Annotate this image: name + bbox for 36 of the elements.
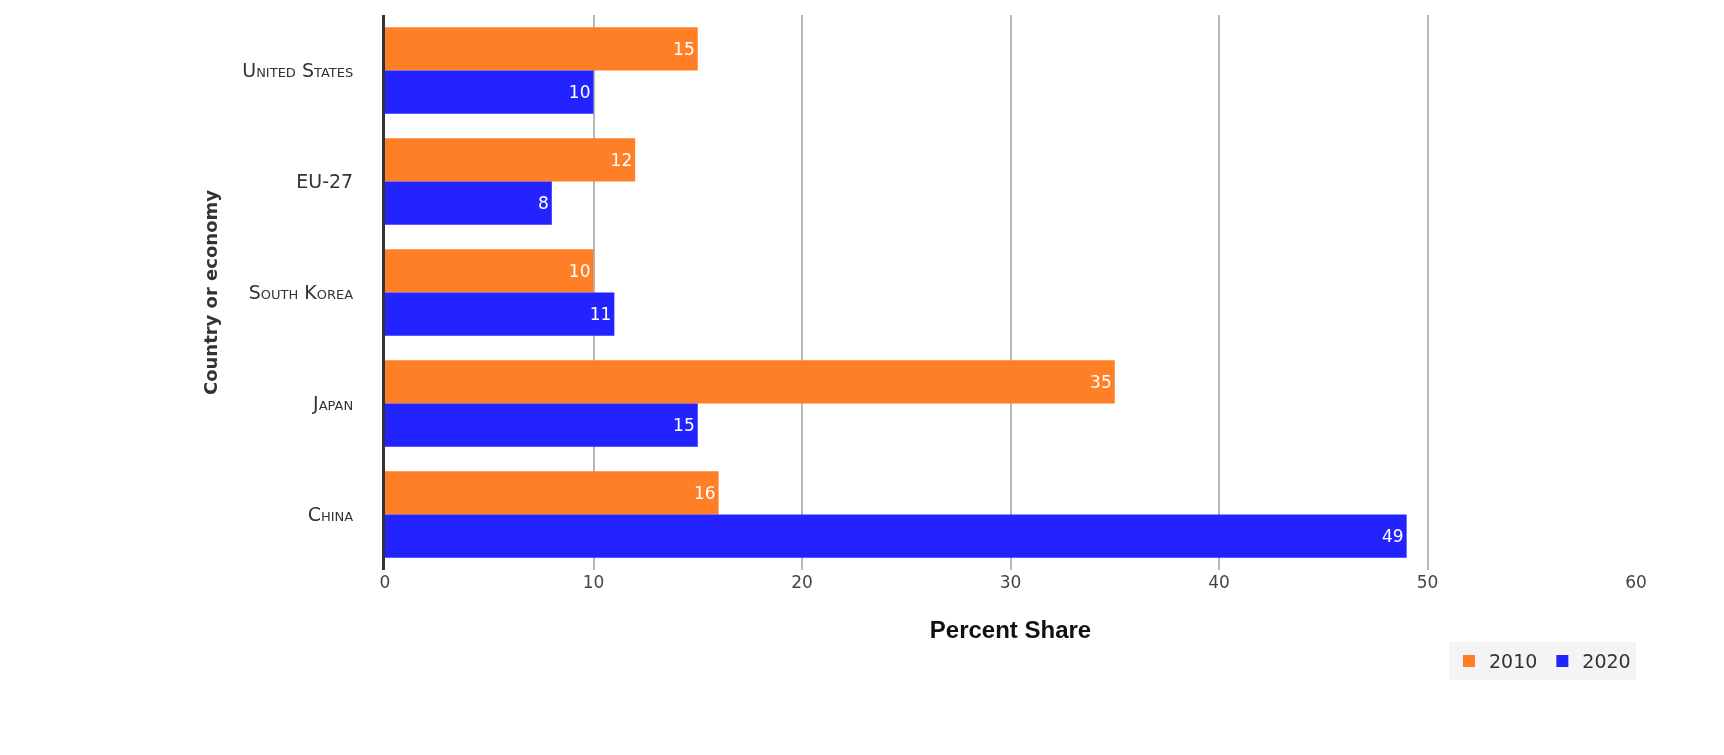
- data-label: 15: [673, 38, 695, 59]
- bar: [385, 471, 719, 515]
- x-tick-label: 40: [1208, 572, 1230, 592]
- legend-label: 2010: [1489, 650, 1538, 673]
- legend-label: 2020: [1582, 650, 1631, 673]
- bar: [385, 27, 698, 71]
- x-tick-label: 60: [1625, 572, 1647, 592]
- bar: [385, 360, 1115, 404]
- data-label: 11: [589, 304, 612, 325]
- x-tick-label: 0: [379, 572, 391, 592]
- data-label: 15: [673, 415, 695, 436]
- y-tick-label: South Korea: [248, 281, 354, 304]
- bar: [385, 514, 1407, 558]
- x-tick-label: 10: [582, 572, 605, 592]
- data-label: 10: [568, 82, 591, 103]
- bar: [385, 138, 636, 182]
- data-label: 49: [1382, 526, 1404, 547]
- bar: [385, 70, 594, 114]
- x-tick-label: 20: [791, 572, 813, 592]
- x-tick-label: 30: [999, 572, 1022, 592]
- data-label: 12: [610, 149, 633, 170]
- y-axis-title: Country or economy: [200, 189, 222, 396]
- data-label: 10: [568, 260, 591, 281]
- data-label: 35: [1090, 371, 1112, 392]
- bar: [385, 292, 615, 336]
- y-tick-label: EU-27: [296, 170, 354, 193]
- y-tick-label: China: [307, 503, 354, 526]
- bar: [385, 181, 552, 225]
- x-tick-label: 50: [1416, 572, 1439, 592]
- bar: [385, 403, 698, 447]
- data-label: 16: [693, 482, 716, 503]
- y-tick-label: Japan: [312, 392, 354, 415]
- x-axis-title: Percent Share: [929, 616, 1092, 644]
- bar: [385, 249, 594, 293]
- data-label: 8: [537, 193, 549, 214]
- y-tick-label: United States: [242, 59, 354, 82]
